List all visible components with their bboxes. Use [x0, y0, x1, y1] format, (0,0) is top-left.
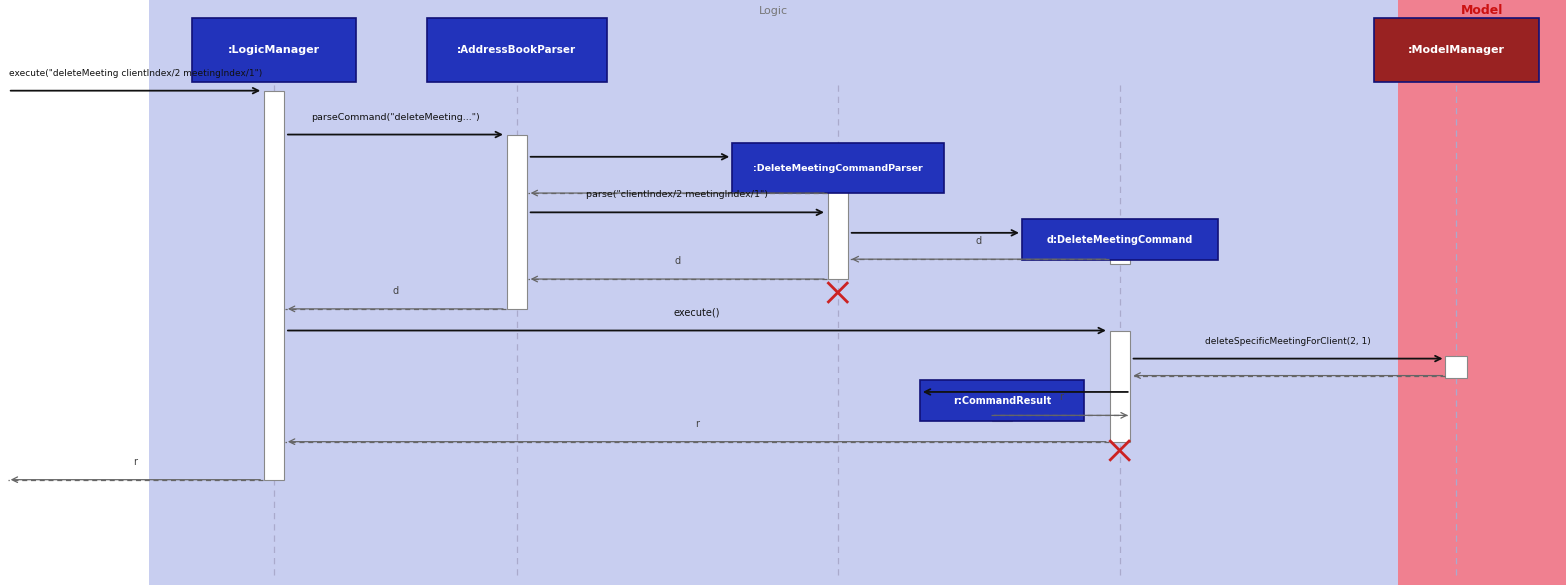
Text: d: d: [976, 236, 982, 246]
Bar: [1375, 18, 1539, 82]
Text: :ModelManager: :ModelManager: [1408, 44, 1505, 55]
Text: deleteSpecificMeetingForClient(2, 1): deleteSpecificMeetingForClient(2, 1): [1206, 337, 1370, 346]
Bar: [1398, 0, 1566, 585]
Bar: [921, 380, 1085, 421]
Text: execute("deleteMeeting clientIndex/2 meetingIndex/1"): execute("deleteMeeting clientIndex/2 mee…: [9, 69, 262, 78]
Text: execute(): execute(): [673, 308, 720, 318]
Text: r:CommandResult: r:CommandResult: [954, 395, 1051, 406]
Bar: [1021, 219, 1218, 260]
Bar: [507, 135, 528, 309]
Text: :DeleteMeetingCommandParser: :DeleteMeetingCommandParser: [753, 164, 922, 173]
Bar: [828, 178, 849, 279]
Bar: [1445, 356, 1467, 378]
Bar: [193, 18, 357, 82]
Bar: [263, 91, 285, 480]
Text: r: r: [695, 419, 698, 429]
Text: d:DeleteMeetingCommand: d:DeleteMeetingCommand: [1046, 235, 1193, 245]
Bar: [1109, 331, 1131, 442]
Text: Logic: Logic: [760, 5, 788, 16]
Text: r: r: [1059, 393, 1063, 402]
Text: Model: Model: [1461, 4, 1503, 17]
Bar: [149, 0, 1398, 585]
Bar: [993, 415, 1013, 421]
Bar: [426, 18, 608, 82]
Text: d: d: [675, 256, 680, 266]
Text: :LogicManager: :LogicManager: [229, 44, 319, 55]
Text: parse("clientIndex/2 meetingIndex/1"): parse("clientIndex/2 meetingIndex/1"): [586, 191, 769, 199]
Text: r: r: [133, 457, 138, 467]
Bar: [733, 143, 944, 193]
Text: :AddressBookParser: :AddressBookParser: [457, 44, 576, 55]
Text: parseCommand("deleteMeeting..."): parseCommand("deleteMeeting..."): [312, 113, 479, 122]
Text: d: d: [393, 286, 398, 296]
Bar: [1109, 252, 1131, 264]
